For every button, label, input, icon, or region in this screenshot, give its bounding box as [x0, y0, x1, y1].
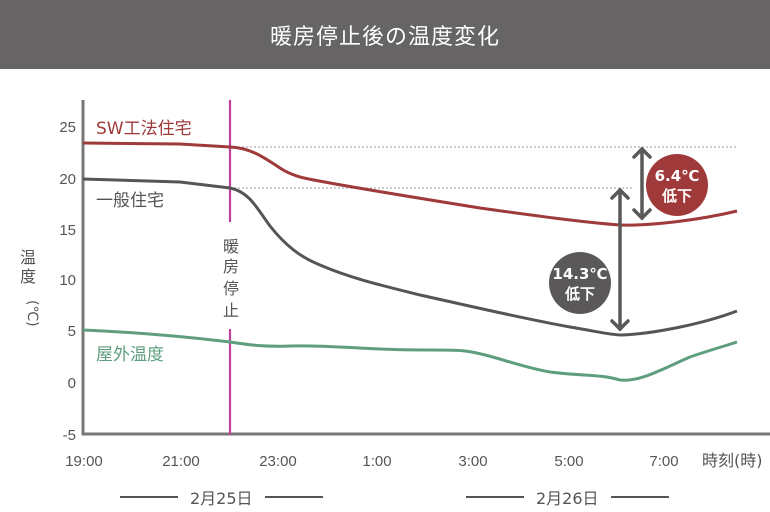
chart-title-bar: 暖房停止後の温度変化	[0, 0, 770, 69]
y-axis-label: 温 度 (℃)	[20, 248, 40, 327]
svg-text:温: 温	[20, 248, 36, 267]
svg-text:房: 房	[223, 257, 239, 276]
sw-house-label: SW工法住宅	[96, 119, 192, 139]
y-tick: 0	[68, 375, 76, 392]
y-tick: 25	[59, 119, 76, 136]
x-tick: 21:00	[162, 453, 200, 470]
svg-text:6.4℃: 6.4℃	[655, 167, 700, 185]
svg-text:14.3℃: 14.3℃	[552, 265, 607, 283]
x-tick: 5:00	[554, 453, 583, 470]
heating-stop-label: 暖 房 停 止	[223, 237, 239, 320]
y-tick: 10	[59, 272, 76, 289]
x-tick: 1:00	[362, 453, 391, 470]
temperature-chart: 25 20 15 10 5 0 -5 温 度 (℃) 19:00 21:00 2…	[20, 100, 770, 470]
svg-text:低下: 低下	[564, 285, 595, 303]
x-tick: 3:00	[458, 453, 487, 470]
x-tick: 23:00	[259, 453, 297, 470]
y-tick-labels: 25 20 15 10 5 0 -5	[59, 119, 76, 444]
general-drop-arrow	[610, 187, 630, 332]
y-tick: -5	[63, 427, 76, 444]
x-tick: 19:00	[65, 453, 103, 470]
date-dash-right	[610, 496, 669, 498]
svg-text:低下: 低下	[661, 187, 692, 205]
sw-drop-arrow	[632, 146, 652, 221]
x-axis-label: 時刻(時)	[702, 451, 763, 470]
general-house-label: 一般住宅	[96, 191, 164, 211]
y-tick: 15	[59, 222, 76, 239]
chart-title: 暖房停止後の温度変化	[269, 24, 500, 50]
svg-text:度: 度	[20, 267, 36, 286]
date-label: 2月25日	[190, 489, 253, 508]
date-dash-right	[264, 496, 323, 498]
svg-text:止: 止	[223, 301, 239, 320]
outdoor-temp-label: 屋外温度	[96, 345, 164, 365]
svg-text:(℃): (℃)	[24, 300, 40, 327]
date-dash-left	[466, 496, 524, 498]
date-range-feb26: 2月26日	[466, 485, 669, 509]
svg-text:停: 停	[223, 279, 239, 298]
svg-text:暖: 暖	[223, 237, 239, 256]
date-label: 2月26日	[536, 489, 599, 508]
x-tick: 7:00	[649, 453, 678, 470]
x-tick-labels: 19:00 21:00 23:00 1:00 3:00 5:00 7:00	[65, 453, 678, 470]
general-house-line	[82, 177, 738, 337]
general-drop-badge: 14.3℃ 低下	[549, 252, 611, 314]
outdoor-temp-line	[82, 328, 738, 382]
date-range-feb25: 2月25日	[120, 485, 323, 509]
sw-house-line	[82, 141, 738, 227]
sw-drop-badge: 6.4℃ 低下	[646, 154, 708, 216]
y-tick: 20	[59, 171, 76, 188]
date-dash-left	[120, 496, 178, 498]
y-tick: 5	[68, 323, 76, 340]
